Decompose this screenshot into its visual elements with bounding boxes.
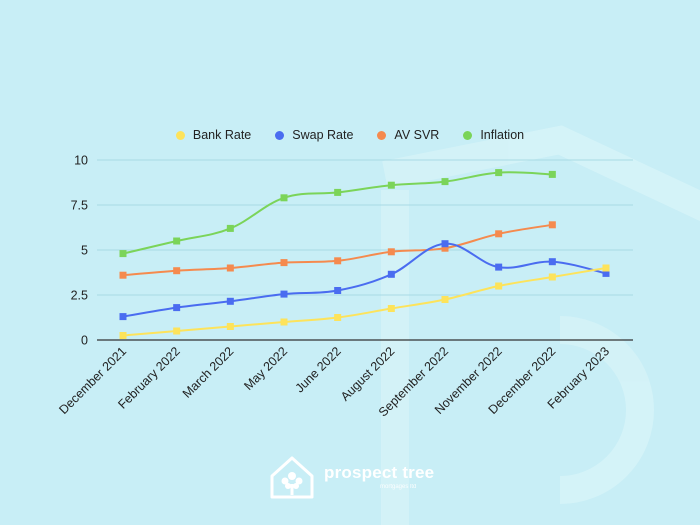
y-tick-label: 5 bbox=[81, 244, 88, 258]
inflation-point bbox=[280, 194, 288, 202]
inflation-series-line bbox=[122, 171, 553, 255]
swap-rate-point bbox=[226, 297, 234, 305]
av-svr-point bbox=[441, 244, 449, 252]
legend-item-inflation: Inflation bbox=[463, 128, 524, 142]
swap-rate-series-line bbox=[122, 242, 607, 318]
av-svr-point bbox=[280, 259, 288, 267]
inflation-point bbox=[387, 181, 395, 189]
inflation-point bbox=[441, 178, 449, 186]
swap-rate-point bbox=[280, 290, 288, 298]
legend-item-swap-rate: Swap Rate bbox=[275, 128, 353, 142]
inflation-point bbox=[226, 224, 234, 232]
y-tick-label: 2.5 bbox=[71, 289, 88, 303]
chart-legend: Bank Rate Swap Rate AV SVR Inflation bbox=[0, 128, 700, 142]
av-svr-point bbox=[548, 221, 556, 229]
inflation-point bbox=[173, 237, 181, 245]
bank-rate-point bbox=[173, 327, 181, 335]
legend-swatch-av-svr bbox=[377, 130, 387, 140]
bank-rate-point bbox=[280, 318, 288, 326]
legend-swatch-inflation bbox=[463, 130, 473, 140]
swap-rate-point bbox=[548, 258, 556, 266]
av-svr-point bbox=[119, 271, 127, 279]
bank-rate-point bbox=[441, 296, 449, 303]
swap-rate-point bbox=[602, 269, 610, 277]
legend-item-av-svr: AV SVR bbox=[377, 128, 439, 142]
swap-rate-point bbox=[173, 304, 181, 312]
swap-rate-point bbox=[387, 270, 395, 278]
swap-rate-point bbox=[119, 313, 127, 321]
bank-rate-point bbox=[495, 282, 503, 290]
bank-rate-point bbox=[226, 323, 234, 330]
bank-rate-point bbox=[387, 305, 395, 312]
y-tick-label: 7.5 bbox=[71, 199, 88, 213]
x-tick-label: March 2022 bbox=[180, 344, 237, 401]
inflation-point bbox=[119, 250, 127, 258]
av-svr-point bbox=[495, 230, 503, 238]
x-tick-label: June 2022 bbox=[293, 344, 344, 395]
x-tick-label: May 2022 bbox=[241, 344, 290, 393]
swap-rate-point bbox=[334, 287, 342, 294]
inflation-point bbox=[548, 170, 556, 178]
legend-item-bank-rate: Bank Rate bbox=[175, 128, 252, 142]
x-tick-label: December 2021 bbox=[56, 344, 129, 417]
y-tick-label: 10 bbox=[74, 154, 88, 168]
legend-swatch-swap-rate bbox=[275, 130, 285, 140]
x-tick-label: August 2022 bbox=[338, 344, 398, 404]
brand-logo: prospect tree mortgages ltd bbox=[268, 452, 468, 502]
legend-swatch-bank-rate bbox=[175, 130, 185, 140]
legend-label: Bank Rate bbox=[192, 128, 252, 142]
bank-rate-point bbox=[119, 332, 127, 339]
bank-rate-point bbox=[334, 314, 342, 321]
brand-name: prospect tree bbox=[324, 463, 435, 482]
bank-rate-point bbox=[548, 273, 556, 281]
av-svr-point bbox=[387, 248, 395, 256]
bank-rate-point bbox=[602, 264, 610, 272]
legend-label: AV SVR bbox=[394, 128, 440, 142]
av-svr-point bbox=[226, 264, 234, 272]
bank-rate-series-line bbox=[122, 267, 607, 337]
swap-rate-point bbox=[441, 240, 449, 248]
av-svr-point bbox=[173, 267, 181, 275]
inflation-point bbox=[334, 188, 342, 196]
swap-rate-point bbox=[495, 263, 503, 271]
inflation-point bbox=[495, 169, 503, 177]
legend-label: Inflation bbox=[480, 128, 525, 142]
tree-house-icon bbox=[270, 456, 314, 499]
brand-tagline: mortgages ltd bbox=[380, 484, 417, 490]
av-svr-point bbox=[334, 257, 342, 265]
y-tick-label: 0 bbox=[81, 334, 88, 348]
legend-label: Swap Rate bbox=[292, 128, 354, 142]
